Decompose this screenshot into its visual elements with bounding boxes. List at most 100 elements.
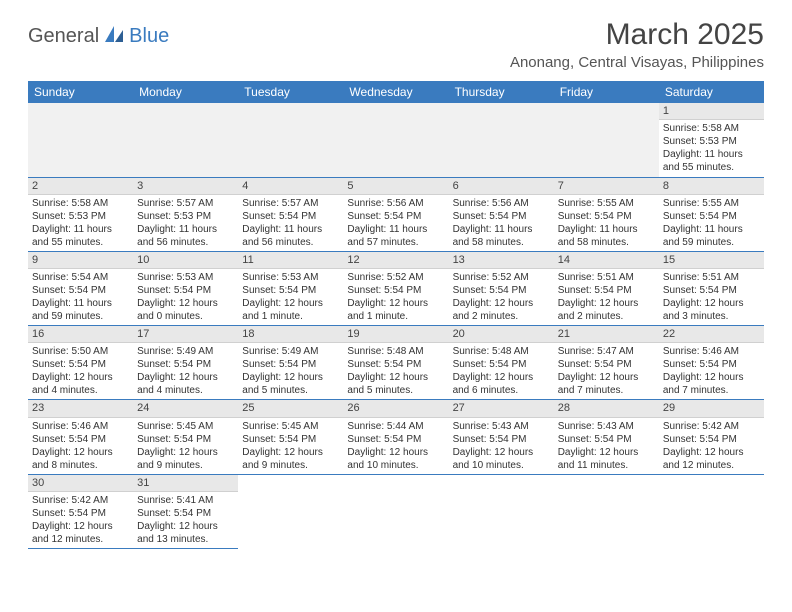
daylight-text: Daylight: 12 hours and 5 minutes. [347, 371, 444, 397]
daylight-text: Daylight: 12 hours and 8 minutes. [32, 446, 129, 472]
day-details: Sunrise: 5:49 AMSunset: 5:54 PMDaylight:… [238, 343, 343, 399]
day-number: 29 [659, 400, 764, 417]
calendar-cell: 31Sunrise: 5:41 AMSunset: 5:54 PMDayligh… [133, 474, 238, 548]
daylight-text: Daylight: 11 hours and 56 minutes. [137, 223, 234, 249]
day-details: Sunrise: 5:41 AMSunset: 5:54 PMDaylight:… [133, 492, 238, 548]
calendar-cell: 24Sunrise: 5:45 AMSunset: 5:54 PMDayligh… [133, 400, 238, 474]
sunrise-text: Sunrise: 5:45 AM [242, 420, 339, 433]
sunrise-text: Sunrise: 5:43 AM [558, 420, 655, 433]
sunrise-text: Sunrise: 5:46 AM [663, 345, 760, 358]
daylight-text: Daylight: 12 hours and 9 minutes. [242, 446, 339, 472]
sunset-text: Sunset: 5:54 PM [558, 210, 655, 223]
day-number: 13 [449, 252, 554, 269]
sunrise-text: Sunrise: 5:42 AM [663, 420, 760, 433]
day-details: Sunrise: 5:54 AMSunset: 5:54 PMDaylight:… [28, 269, 133, 325]
sunrise-text: Sunrise: 5:50 AM [32, 345, 129, 358]
day-number: 20 [449, 326, 554, 343]
day-details: Sunrise: 5:43 AMSunset: 5:54 PMDaylight:… [554, 418, 659, 474]
day-details: Sunrise: 5:57 AMSunset: 5:54 PMDaylight:… [238, 195, 343, 251]
calendar-cell: 7Sunrise: 5:55 AMSunset: 5:54 PMDaylight… [554, 177, 659, 251]
sunrise-text: Sunrise: 5:55 AM [663, 197, 760, 210]
daylight-text: Daylight: 12 hours and 3 minutes. [663, 297, 760, 323]
calendar-cell [28, 103, 133, 177]
calendar-cell [554, 103, 659, 177]
sunrise-text: Sunrise: 5:53 AM [242, 271, 339, 284]
day-details: Sunrise: 5:55 AMSunset: 5:54 PMDaylight:… [659, 195, 764, 251]
daylight-text: Daylight: 11 hours and 57 minutes. [347, 223, 444, 249]
daylight-text: Daylight: 12 hours and 6 minutes. [453, 371, 550, 397]
calendar-row: 2Sunrise: 5:58 AMSunset: 5:53 PMDaylight… [28, 177, 764, 251]
calendar-cell [554, 474, 659, 548]
sunset-text: Sunset: 5:54 PM [137, 358, 234, 371]
day-number: 2 [28, 178, 133, 195]
calendar-cell: 29Sunrise: 5:42 AMSunset: 5:54 PMDayligh… [659, 400, 764, 474]
sunset-text: Sunset: 5:54 PM [137, 507, 234, 520]
daylight-text: Daylight: 12 hours and 10 minutes. [347, 446, 444, 472]
daylight-text: Daylight: 12 hours and 1 minute. [347, 297, 444, 323]
daylight-text: Daylight: 12 hours and 9 minutes. [137, 446, 234, 472]
day-details: Sunrise: 5:51 AMSunset: 5:54 PMDaylight:… [554, 269, 659, 325]
sunset-text: Sunset: 5:54 PM [453, 433, 550, 446]
sunset-text: Sunset: 5:54 PM [347, 358, 444, 371]
day-details: Sunrise: 5:57 AMSunset: 5:53 PMDaylight:… [133, 195, 238, 251]
day-number: 16 [28, 326, 133, 343]
sunrise-text: Sunrise: 5:46 AM [32, 420, 129, 433]
sunset-text: Sunset: 5:54 PM [32, 358, 129, 371]
sunrise-text: Sunrise: 5:48 AM [347, 345, 444, 358]
day-details: Sunrise: 5:56 AMSunset: 5:54 PMDaylight:… [449, 195, 554, 251]
day-number: 9 [28, 252, 133, 269]
sunrise-text: Sunrise: 5:49 AM [137, 345, 234, 358]
day-number: 28 [554, 400, 659, 417]
day-details: Sunrise: 5:45 AMSunset: 5:54 PMDaylight:… [133, 418, 238, 474]
calendar-row: 1Sunrise: 5:58 AMSunset: 5:53 PMDaylight… [28, 103, 764, 177]
sunrise-text: Sunrise: 5:52 AM [347, 271, 444, 284]
day-details: Sunrise: 5:48 AMSunset: 5:54 PMDaylight:… [449, 343, 554, 399]
calendar-cell: 18Sunrise: 5:49 AMSunset: 5:54 PMDayligh… [238, 326, 343, 400]
sunset-text: Sunset: 5:54 PM [32, 433, 129, 446]
calendar-row: 30Sunrise: 5:42 AMSunset: 5:54 PMDayligh… [28, 474, 764, 548]
sunrise-text: Sunrise: 5:56 AM [347, 197, 444, 210]
sunrise-text: Sunrise: 5:47 AM [558, 345, 655, 358]
sunset-text: Sunset: 5:54 PM [663, 433, 760, 446]
logo-text-blue: Blue [129, 25, 169, 48]
day-number: 8 [659, 178, 764, 195]
day-number: 11 [238, 252, 343, 269]
daylight-text: Daylight: 11 hours and 56 minutes. [242, 223, 339, 249]
calendar-cell: 12Sunrise: 5:52 AMSunset: 5:54 PMDayligh… [343, 251, 448, 325]
day-number: 17 [133, 326, 238, 343]
calendar-cell [238, 474, 343, 548]
month-title: March 2025 [510, 18, 764, 52]
sunrise-text: Sunrise: 5:51 AM [558, 271, 655, 284]
calendar-cell: 30Sunrise: 5:42 AMSunset: 5:54 PMDayligh… [28, 474, 133, 548]
sunrise-text: Sunrise: 5:55 AM [558, 197, 655, 210]
calendar-cell [343, 103, 448, 177]
sunrise-text: Sunrise: 5:45 AM [137, 420, 234, 433]
calendar-row: 16Sunrise: 5:50 AMSunset: 5:54 PMDayligh… [28, 326, 764, 400]
day-details: Sunrise: 5:53 AMSunset: 5:54 PMDaylight:… [133, 269, 238, 325]
day-details: Sunrise: 5:47 AMSunset: 5:54 PMDaylight:… [554, 343, 659, 399]
daylight-text: Daylight: 11 hours and 55 minutes. [32, 223, 129, 249]
location-subtitle: Anonang, Central Visayas, Philippines [510, 54, 764, 71]
daylight-text: Daylight: 12 hours and 0 minutes. [137, 297, 234, 323]
daylight-text: Daylight: 11 hours and 58 minutes. [558, 223, 655, 249]
calendar-cell [449, 474, 554, 548]
day-details: Sunrise: 5:56 AMSunset: 5:54 PMDaylight:… [343, 195, 448, 251]
sunset-text: Sunset: 5:54 PM [137, 284, 234, 297]
calendar-cell: 20Sunrise: 5:48 AMSunset: 5:54 PMDayligh… [449, 326, 554, 400]
sunrise-text: Sunrise: 5:54 AM [32, 271, 129, 284]
daylight-text: Daylight: 12 hours and 10 minutes. [453, 446, 550, 472]
sunrise-text: Sunrise: 5:51 AM [663, 271, 760, 284]
day-number: 26 [343, 400, 448, 417]
day-number: 22 [659, 326, 764, 343]
day-details: Sunrise: 5:49 AMSunset: 5:54 PMDaylight:… [133, 343, 238, 399]
calendar-cell: 2Sunrise: 5:58 AMSunset: 5:53 PMDaylight… [28, 177, 133, 251]
day-details: Sunrise: 5:52 AMSunset: 5:54 PMDaylight:… [343, 269, 448, 325]
calendar-cell: 4Sunrise: 5:57 AMSunset: 5:54 PMDaylight… [238, 177, 343, 251]
calendar-cell: 17Sunrise: 5:49 AMSunset: 5:54 PMDayligh… [133, 326, 238, 400]
day-number: 21 [554, 326, 659, 343]
sunset-text: Sunset: 5:54 PM [558, 358, 655, 371]
calendar-cell: 14Sunrise: 5:51 AMSunset: 5:54 PMDayligh… [554, 251, 659, 325]
daylight-text: Daylight: 12 hours and 1 minute. [242, 297, 339, 323]
sunrise-text: Sunrise: 5:49 AM [242, 345, 339, 358]
sunset-text: Sunset: 5:54 PM [32, 507, 129, 520]
